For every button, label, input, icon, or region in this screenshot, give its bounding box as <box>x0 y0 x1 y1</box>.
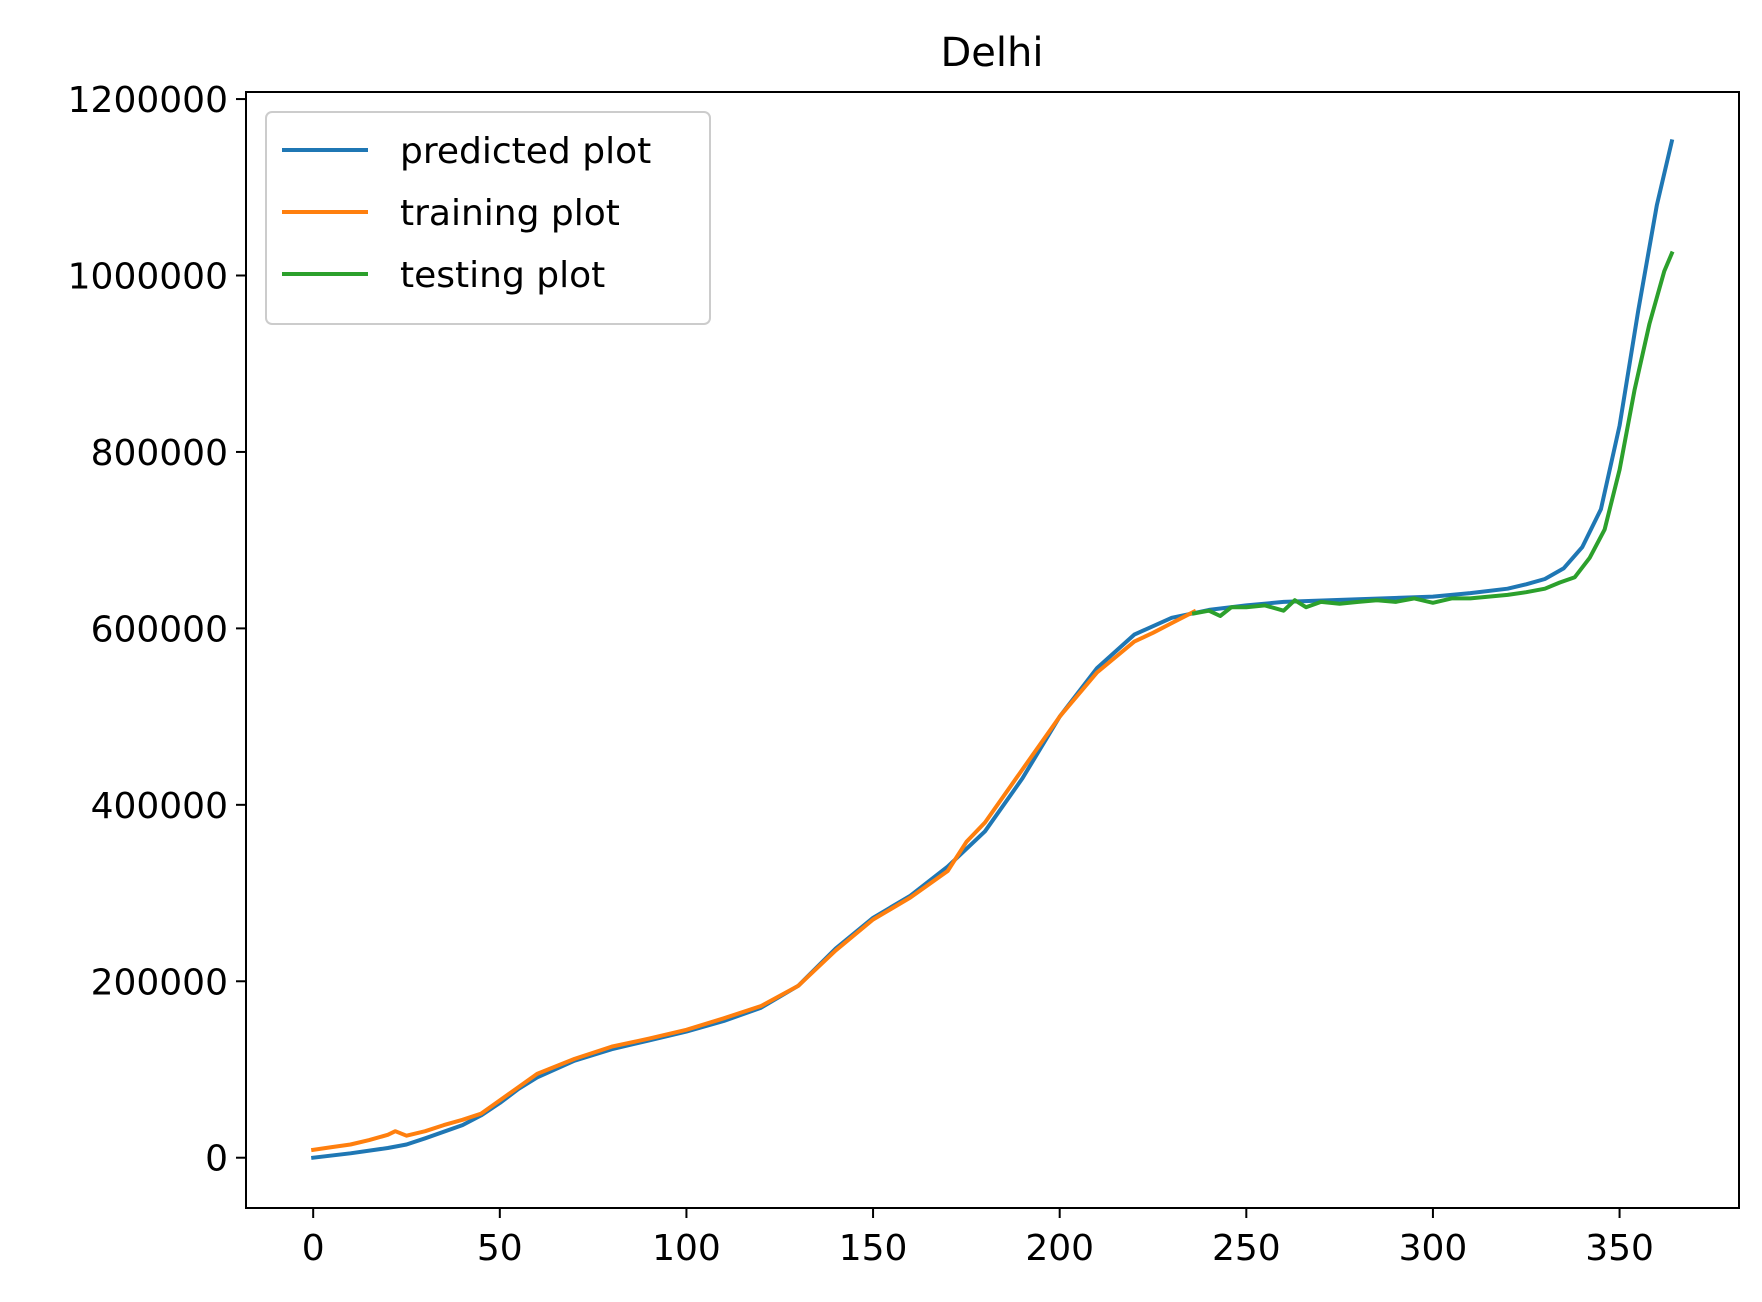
y-tick-label: 200000 <box>91 962 228 1003</box>
legend-label-predicted-plot: predicted plot <box>400 131 651 172</box>
x-axis: 0 50 100 150 200 250 300 350 <box>302 1208 1654 1269</box>
legend: predicted plot training plot testing plot <box>265 111 711 325</box>
y-tick-label: 800000 <box>91 433 228 474</box>
x-tick-label: 350 <box>1585 1228 1654 1269</box>
y-tick-label: 400000 <box>91 786 228 827</box>
legend-label-testing-plot: testing plot <box>400 255 605 296</box>
x-tick-label: 50 <box>477 1228 523 1269</box>
y-tick-label: 1000000 <box>68 257 228 298</box>
series-layer <box>310 138 1675 1160</box>
plot-area-frame <box>245 91 1740 1209</box>
chart-title: Delhi <box>941 30 1044 76</box>
series-line-predicted-plot <box>310 138 1675 1160</box>
y-tick-label: 1200000 <box>68 80 228 121</box>
series-line-testing-plot <box>1191 250 1675 618</box>
legend-box <box>265 111 711 325</box>
x-tick-label: 250 <box>1212 1228 1281 1269</box>
legend-label-training-plot: training plot <box>400 193 620 234</box>
x-tick-label: 100 <box>652 1228 721 1269</box>
x-tick-label: 200 <box>1025 1228 1094 1269</box>
x-tick-label: 0 <box>302 1228 325 1269</box>
y-tick-label: 0 <box>205 1139 228 1180</box>
x-tick-label: 300 <box>1399 1228 1468 1269</box>
y-axis: 0 200000 400000 600000 800000 1000000 1200000 <box>68 80 246 1180</box>
x-tick-label: 150 <box>839 1228 908 1269</box>
series-line-training-plot <box>310 608 1197 1153</box>
y-tick-label: 600000 <box>91 609 228 650</box>
